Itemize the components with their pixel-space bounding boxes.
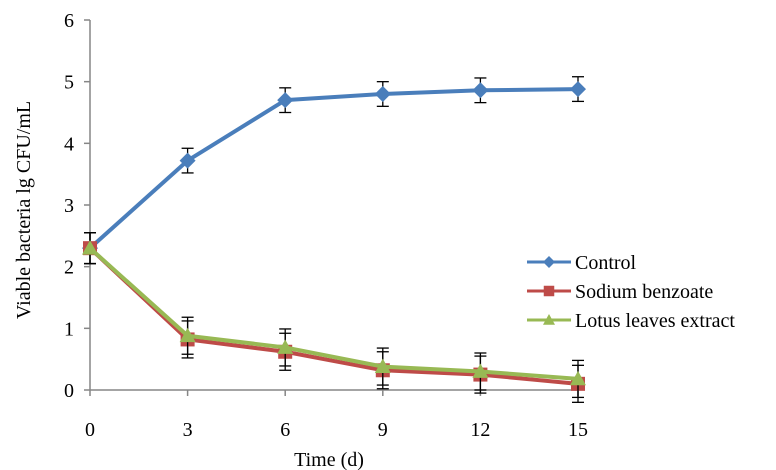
chart-axes [89, 20, 578, 391]
data-point [179, 327, 196, 343]
legend-label: Lotus leaves extract [575, 310, 735, 332]
data-point [82, 240, 98, 255]
data-point [472, 363, 489, 378]
y-tick-label: 3 [64, 195, 74, 217]
series-line [88, 246, 579, 381]
y-axis-ticks: 0 1 2 3 4 5 6 [64, 10, 90, 402]
y-tick-label: 4 [64, 133, 74, 155]
legend-marker [543, 314, 555, 325]
data-point [570, 81, 586, 98]
y-tick-label: 2 [64, 257, 74, 279]
series-control [82, 76, 586, 265]
legend: Control Sodium benzoate Lotus leaves extra… [527, 252, 735, 332]
x-tick-label: 0 [85, 419, 95, 441]
y-axis-title: Viable bacteria lg CFU/mL [13, 101, 35, 319]
plot-area [82, 76, 586, 403]
x-tick-label: 15 [568, 419, 588, 441]
y-tick-label: 0 [64, 380, 74, 402]
series-line [88, 246, 579, 386]
data-point [472, 82, 489, 99]
legend-marker [543, 285, 555, 297]
data-point [277, 339, 294, 354]
y-tick-label: 1 [64, 318, 74, 340]
x-tick-label: 12 [470, 419, 490, 441]
y-tick-label: 6 [64, 10, 74, 32]
legend-label: Control [575, 252, 637, 274]
x-tick-label: 6 [280, 419, 290, 441]
data-point [374, 358, 391, 373]
series-lotus-leaves-extract [82, 232, 586, 399]
series-sodium-benzoate [83, 232, 585, 403]
x-tick-label: 9 [378, 419, 388, 441]
x-axis-ticks: 0 3 6 9 12 15 [85, 390, 588, 441]
y-tick-label: 5 [64, 72, 74, 94]
data-point [179, 152, 196, 169]
legend-label: Sodium benzoate [575, 281, 713, 303]
legend-marker [543, 256, 555, 268]
data-point [277, 92, 294, 109]
series-line [88, 87, 579, 250]
data-point [374, 86, 391, 102]
x-tick-label: 3 [183, 419, 193, 441]
data-point [570, 370, 586, 386]
x-axis-title: Time (d) [294, 449, 364, 470]
